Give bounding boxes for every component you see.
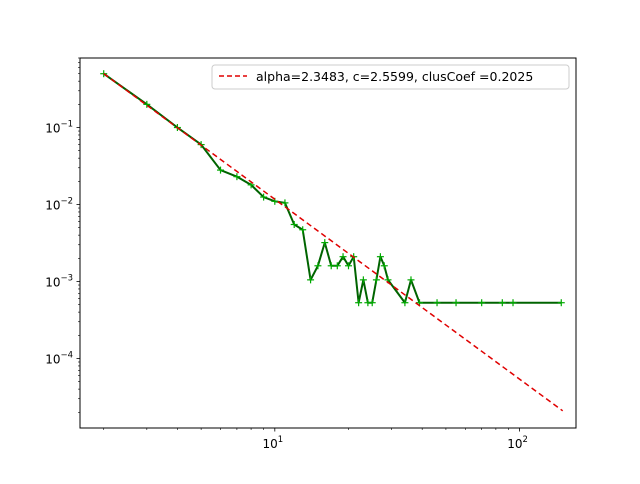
legend: alpha=2.3483, c=2.5599, clusCoef =0.2025 <box>211 64 570 90</box>
data-point-marker <box>452 299 460 307</box>
data-point-marker <box>143 100 151 108</box>
y-tick-label: 10−3 <box>45 273 73 289</box>
y-tick-exponent: −4 <box>60 350 73 360</box>
data-point-marker <box>376 253 384 261</box>
data-point-marker <box>260 193 268 201</box>
data-point-marker <box>401 299 409 307</box>
data-point-marker <box>299 226 307 234</box>
power-law-fit-line <box>103 72 564 412</box>
data-point-marker <box>233 173 241 181</box>
x-tick-exponent: 2 <box>523 435 528 445</box>
data-point-marker <box>321 239 329 247</box>
data-point-marker <box>314 262 322 270</box>
data-point-marker <box>281 199 289 207</box>
data-point-marker <box>344 262 352 270</box>
x-tick-label: 102 <box>507 435 528 451</box>
data-point-marker <box>355 299 363 307</box>
data-point-marker <box>433 299 441 307</box>
legend-box <box>211 64 570 90</box>
y-tick-label: 10−2 <box>45 197 73 213</box>
series-layer <box>100 70 565 412</box>
data-point-marker <box>217 166 225 174</box>
data-point-marker <box>339 253 347 261</box>
data-point-marker <box>478 299 486 307</box>
y-tick-exponent: −1 <box>60 120 73 130</box>
data-point-marker <box>327 262 335 270</box>
legend-label-fit: alpha=2.3483, c=2.5599, clusCoef =0.2025 <box>256 69 533 84</box>
y-tick-label: 10−4 <box>45 350 73 366</box>
data-point-marker <box>509 299 517 307</box>
x-tick-exponent: 1 <box>278 435 283 445</box>
data-point-marker <box>359 276 367 284</box>
data-point-marker <box>290 220 298 228</box>
y-tick-exponent: −2 <box>60 197 73 207</box>
data-point-marker <box>380 262 388 270</box>
data-point-marker <box>498 299 506 307</box>
plot-frame <box>79 57 577 429</box>
data-point-marker <box>307 276 315 284</box>
data-point-marker <box>407 276 415 284</box>
y-tick-label: 10−1 <box>45 120 73 136</box>
data-point-marker <box>557 299 565 307</box>
y-tick-exponent: −3 <box>60 273 73 283</box>
data-point-marker <box>368 299 376 307</box>
data-point-marker <box>333 262 341 270</box>
x-tick-label: 101 <box>262 435 283 451</box>
data-point-marker <box>372 276 380 284</box>
